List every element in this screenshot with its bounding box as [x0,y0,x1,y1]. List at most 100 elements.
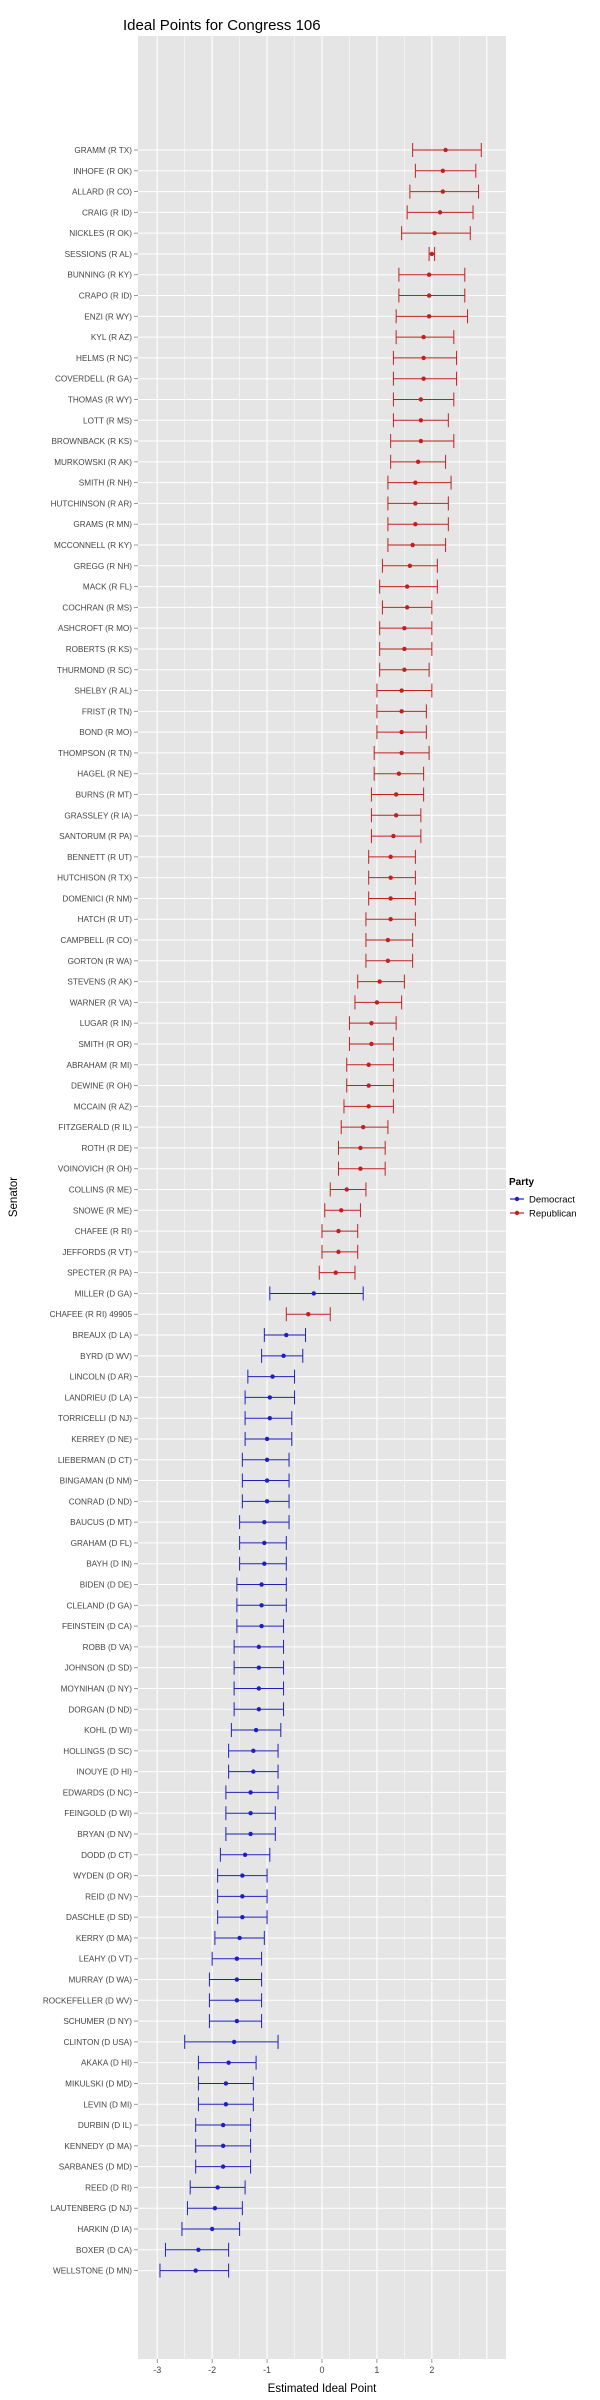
senator-label: MOYNIHAN (D NY) [61,1684,133,1693]
senator-label: LOTT (R MS) [83,416,132,425]
point-marker [393,813,399,818]
senator-point [164,2242,230,2257]
point-marker [407,563,413,568]
point-marker [231,2039,237,2045]
point-marker [264,1436,270,1442]
senator-label: EDWARDS (D NC) [63,1788,133,1797]
point-marker [399,750,404,756]
senator-point [225,1826,276,1841]
senator-label: MACK (R FL) [83,583,132,592]
senator-label: SARBANES (D MD) [59,2163,133,2172]
point-marker [399,729,404,735]
point-marker [226,2060,231,2065]
senator-point [195,2138,252,2153]
senator-label: HOLLINGS (D SC) [63,1747,132,1756]
senator-label: SESSIONS (R AL) [65,250,133,259]
point-marker [196,2247,201,2252]
senator-label: HUTCHINSON (R AR) [51,499,133,508]
senator-point [346,1078,394,1093]
point-marker [366,1062,371,1067]
senator-label: LEAHY (D VT) [79,1955,132,1964]
senator-point [197,2055,257,2070]
senator-label: KENNEDY (D MA) [64,2142,132,2151]
senator-label: BOXER (D CA) [76,2246,132,2255]
senator-label: BYRD (D WV) [80,1352,132,1361]
senator-label: BENNETT (R UT) [67,853,132,862]
point-marker [377,979,382,984]
senator-point [321,1244,359,1259]
senator-point [195,2118,252,2133]
senator-point [208,1993,263,2008]
point-marker [262,1519,267,1525]
point-marker [240,1914,245,1920]
point-marker [259,1623,264,1629]
senator-label: MURRAY (D WA) [68,1976,132,1985]
x-tick-label: -3 [153,2365,161,2375]
senator-point [390,434,455,449]
senator-point [392,413,449,428]
senator-point [337,1161,386,1176]
point-marker [242,1852,248,1857]
senator-label: ENZI (R WY) [84,312,132,321]
point-marker [391,833,396,839]
senator-label: THOMPSON (R TN) [58,749,132,758]
senator-label: GRASSLEY (R IA) [64,811,132,820]
senator-label: DOMENICI (R NM) [62,894,132,903]
senator-point [181,2222,241,2236]
senator-label: DORGAN (D ND) [68,1705,132,1714]
point-marker [374,1000,380,1005]
point-marker [248,1811,253,1816]
senator-point [208,1972,263,1987]
point-marker [212,2206,218,2211]
point-marker [234,1956,240,1961]
senator-label: INOUYE (D HI) [77,1768,133,1777]
senator-label: GRAMS (R MN) [73,520,132,529]
senator-point [348,1036,394,1051]
point-marker [253,1727,259,1733]
senator-label: BURNS (R MT) [76,790,133,799]
senator-point [233,1702,285,1717]
senator-point [211,1951,263,1966]
legend-key-point [514,1196,520,1202]
point-marker [440,189,446,194]
point-marker [366,1083,371,1088]
point-marker [336,1228,341,1234]
senator-point [370,787,425,802]
point-marker [388,896,393,901]
senator-point [241,1494,290,1509]
senator-point [412,143,482,157]
senator-label: AKAKA (D HI) [81,2059,132,2068]
senator-point [346,1057,394,1072]
senator-label: SMITH (R OR) [78,1040,132,1049]
point-marker [209,2226,215,2232]
senator-point [401,226,471,241]
senator-point [376,704,427,719]
senator-point [236,1598,287,1613]
senator-label: BAYH (D IN) [86,1560,132,1569]
point-marker [344,1187,349,1192]
senator-label: GREGG (R NH) [74,562,132,571]
senator-point [195,2159,252,2174]
point-marker [415,459,421,465]
senator-label: TORRICELLI (D NJ) [58,1414,132,1423]
senator-point [318,1265,356,1280]
senator-label: THOMAS (R WY) [68,395,132,404]
senator-label: WYDEN (D OR) [73,1872,132,1881]
senator-label: BRYAN (D NV) [77,1830,132,1839]
senator-label: ROBERTS (R KS) [66,645,133,654]
senator-point [414,163,477,178]
point-marker [259,1603,264,1608]
senator-point [228,1743,279,1758]
senator-point [197,2076,254,2091]
senator-label: SANTORUM (R PA) [59,832,132,841]
point-marker [418,397,424,402]
senator-point [186,2201,243,2216]
senator-label: LINCOLN (D AR) [70,1373,133,1382]
x-axis-title: Estimated Ideal Point [268,2383,377,2395]
point-marker [223,2081,229,2086]
y-axis-title: Senator [8,1177,20,1217]
senator-label: GRAHAM (D FL) [71,1539,133,1548]
point-marker [237,1935,242,1941]
point-marker [421,376,426,381]
point-marker [413,501,418,506]
